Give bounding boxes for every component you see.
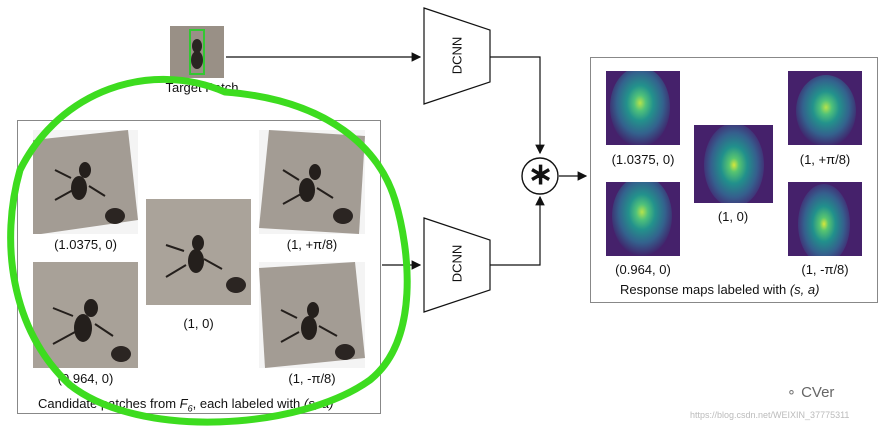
response-map [788,182,862,256]
response-map [694,125,773,203]
response-map [606,71,680,145]
target-patch-image [170,26,224,78]
response-label-tr: (1, +π/8) [799,152,851,167]
response-map [606,182,680,256]
response-panel-caption: Response maps labeled with (s, a) [620,282,820,297]
candidate-patch [33,130,138,234]
dcnn-label-top: DCNN [449,36,465,75]
candidate-patch [259,262,365,368]
candidate-label-tl: (1.0375, 0) [54,237,117,252]
response-label-br: (1, -π/8) [801,262,849,277]
wechat-icon: ⚬ [786,385,797,400]
watermark-url: https://blog.csdn.net/WEIXIN_37775311 [690,410,850,420]
candidate-patch [259,130,365,234]
arrow-dcnn-top-to-conv [490,56,545,155]
candidate-patch [33,262,138,368]
candidate-label-center: (1, 0) [183,316,214,331]
target-patch-label: Target Patch [165,80,239,95]
response-map [788,71,862,145]
response-label-center: (1, 0) [717,209,749,224]
response-label-tl: (1.0375, 0) [611,152,675,167]
dcnn-label-bottom: DCNN [449,244,465,283]
convolution-symbol: ∗ [528,158,554,191]
candidate-label-tr: (1, +π/8) [286,237,338,252]
candidate-label-br: (1, -π/8) [288,371,336,386]
watermark-brand: ⚬ CVer [786,384,835,401]
candidate-panel-caption: Candidate patches from F6, each labeled … [38,396,334,414]
response-label-bl: (0.964, 0) [615,262,671,277]
candidate-label-bl: (0.964, 0) [57,371,114,386]
arrow-dcnn-bottom-to-conv [490,195,545,266]
candidate-patch [146,199,251,305]
